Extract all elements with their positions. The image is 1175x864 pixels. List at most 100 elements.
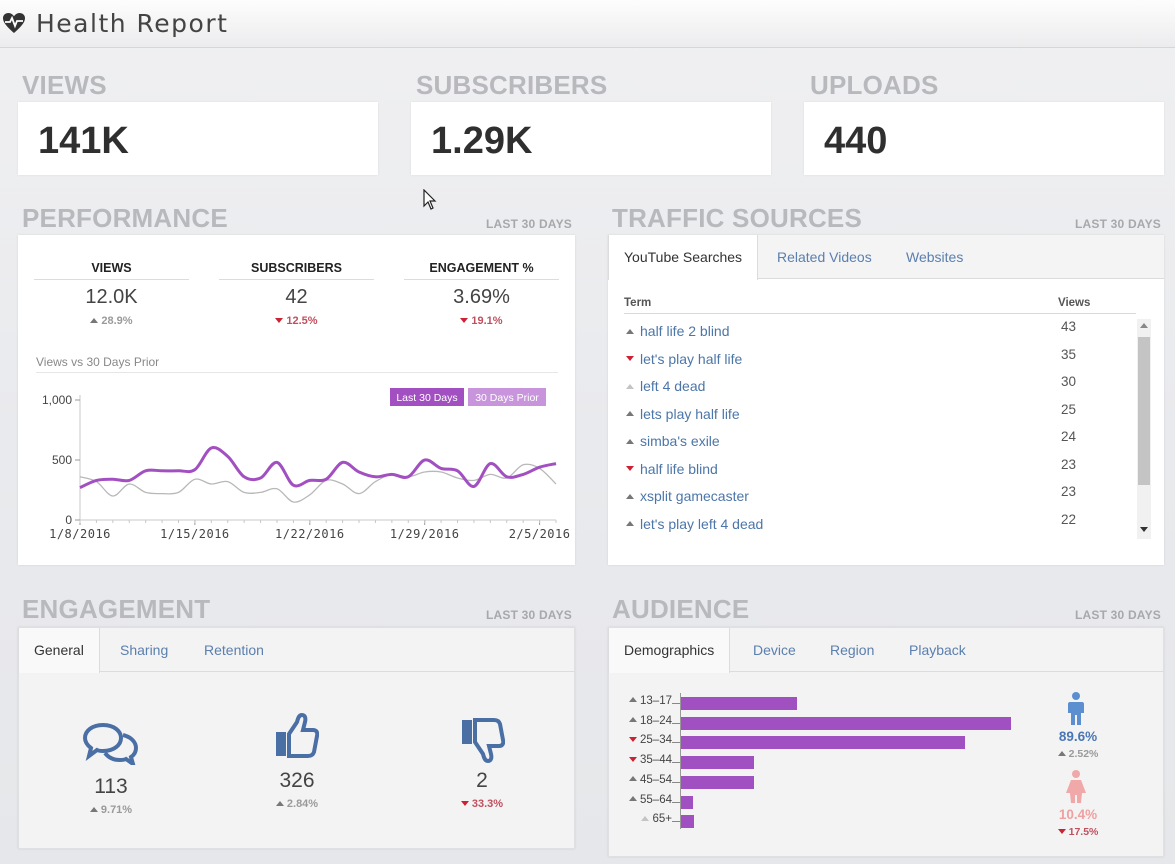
tab-device[interactable]: Device: [753, 642, 796, 658]
views-stat-value: 141K: [38, 120, 129, 162]
x-tick-label: 2/5/2016: [509, 527, 571, 541]
scroll-down-icon[interactable]: [1140, 527, 1148, 532]
scrollbar[interactable]: [1137, 319, 1151, 539]
trend-up-icon: [626, 438, 634, 444]
trend-up-icon: [89, 806, 98, 812]
comments-delta: 9.71%: [51, 804, 171, 816]
audience-tabs: Demographics Device Region Playback: [608, 628, 1163, 673]
tab-websites[interactable]: Websites: [906, 249, 964, 265]
performance-title: PERFORMANCE: [22, 203, 228, 233]
heart-pulse-icon: [3, 13, 25, 33]
traffic-term-row[interactable]: simba's exile: [626, 433, 720, 459]
uploads-stat-label: UPLOADS: [810, 70, 939, 100]
divider: [624, 313, 1136, 314]
traffic-term-row[interactable]: half life blind: [626, 461, 718, 487]
male-delta: 2.52%: [1050, 748, 1106, 760]
traffic-term-row[interactable]: let's play half life: [626, 351, 742, 377]
traffic-term-views: 22: [1061, 511, 1077, 527]
traffic-term-label[interactable]: half life blind: [640, 460, 718, 477]
tab-playback[interactable]: Playback: [909, 642, 966, 658]
traffic-term-label[interactable]: half life 2 blind: [640, 323, 730, 339]
age-group-label: 35–44: [612, 754, 672, 766]
dislikes-delta: 33.3%: [422, 798, 542, 810]
trend-down-icon: [626, 356, 634, 362]
age-bar[interactable]: [681, 697, 797, 710]
traffic-term-row[interactable]: let's play left 4 dead: [626, 516, 763, 542]
scroll-up-icon[interactable]: [1140, 323, 1148, 328]
age-group-label: 55–64: [612, 794, 672, 806]
age-bar[interactable]: [681, 716, 1011, 730]
traffic-term-label[interactable]: simba's exile: [640, 433, 720, 449]
legend-label: Last 30 Days: [396, 392, 457, 404]
y-tick-label: 0: [65, 513, 72, 527]
trend-up-icon: [1057, 750, 1066, 756]
female-icon: [1066, 770, 1086, 803]
col-term-header[interactable]: Term: [624, 297, 652, 309]
age-group-text: 18–24: [640, 714, 672, 727]
thumbs-up-icon: [276, 712, 319, 758]
likes-delta: 2.84%: [237, 798, 357, 810]
comments-value: 113: [94, 775, 128, 798]
metric-value: 12.0K: [85, 286, 138, 308]
traffic-term-views: 24: [1061, 429, 1077, 444]
tab-retention[interactable]: Retention: [204, 642, 264, 658]
traffic-term-row[interactable]: half life 2 blind: [626, 323, 730, 349]
tab-demographics[interactable]: Demographics: [608, 628, 731, 673]
trend-down-icon: [460, 317, 469, 323]
age-group-text: 13–17: [640, 695, 672, 707]
traffic-term-views: 43: [1061, 319, 1077, 334]
traffic-term-views: 35: [1061, 346, 1077, 362]
series-line-30-days-prior: [79, 463, 557, 503]
likes-value: 326: [279, 769, 315, 792]
traffic-panel: YouTube Searches Related Videos Websites…: [608, 235, 1164, 565]
tab-region[interactable]: Region: [830, 642, 875, 658]
tab-sharing[interactable]: Sharing: [120, 642, 169, 658]
trend-up-icon: [629, 776, 638, 782]
age-group-label: 25–34: [612, 734, 672, 746]
age-group-text: 55–64: [640, 793, 672, 806]
trend-up-icon: [629, 795, 638, 801]
divider: [36, 372, 558, 373]
audience-title: AUDIENCE: [612, 594, 750, 624]
traffic-term-row[interactable]: lets play half life: [626, 406, 740, 432]
age-bar[interactable]: [681, 736, 965, 750]
age-bar[interactable]: [681, 775, 754, 789]
trend-down-icon: [629, 756, 638, 762]
age-bar[interactable]: [681, 756, 754, 770]
metric-label: ENGAGEMENT %: [404, 261, 559, 280]
age-axis-tick: [672, 801, 680, 803]
col-views-header[interactable]: Views: [1058, 297, 1091, 309]
traffic-term-label[interactable]: let's play left 4 dead: [640, 515, 764, 532]
traffic-term-label[interactable]: lets play half life: [640, 405, 740, 422]
traffic-term-row[interactable]: left 4 dead: [626, 378, 705, 404]
male-percent: 89.6%: [1058, 729, 1098, 744]
x-tick-label: 1/15/2016: [160, 527, 230, 541]
trend-up-icon: [629, 697, 638, 703]
x-tick-label: 1/8/2016: [49, 527, 111, 541]
trend-up-icon: [90, 317, 99, 323]
age-bar[interactable]: [681, 795, 693, 809]
mouse-cursor-icon: [423, 189, 437, 210]
scrollbar-thumb[interactable]: [1138, 337, 1150, 485]
dislikes-value: 2: [476, 769, 488, 792]
age-axis-tick: [672, 742, 680, 744]
traffic-term-label[interactable]: let's play half life: [640, 350, 743, 367]
traffic-term-row[interactable]: xsplit gamecaster: [626, 488, 749, 514]
trend-down-icon: [626, 466, 634, 472]
tab-related-videos[interactable]: Related Videos: [777, 249, 872, 265]
age-bar[interactable]: [681, 815, 695, 829]
top-bar: Health Report: [0, 0, 1175, 48]
traffic-term-label[interactable]: left 4 dead: [640, 378, 706, 394]
performance-period: LAST 30 DAYS: [486, 217, 572, 231]
tab-general[interactable]: General: [18, 628, 100, 673]
engagement-tabs: General Sharing Retention: [18, 628, 574, 673]
engagement-panel: General Sharing Retention 113 9.71% 326 …: [18, 627, 575, 849]
age-axis-tick: [672, 722, 680, 724]
traffic-term-label[interactable]: xsplit gamecaster: [640, 488, 749, 504]
tab-youtube-searches[interactable]: YouTube Searches: [608, 235, 759, 280]
y-tick-label: 500: [52, 453, 72, 467]
metric-views: VIEWS 12.0K 28.9%: [34, 261, 189, 327]
uploads-stat-card: 440: [804, 102, 1164, 175]
traffic-tabs: YouTube Searches Related Videos Websites: [608, 235, 1164, 280]
age-group-label: 13–17: [612, 695, 672, 707]
